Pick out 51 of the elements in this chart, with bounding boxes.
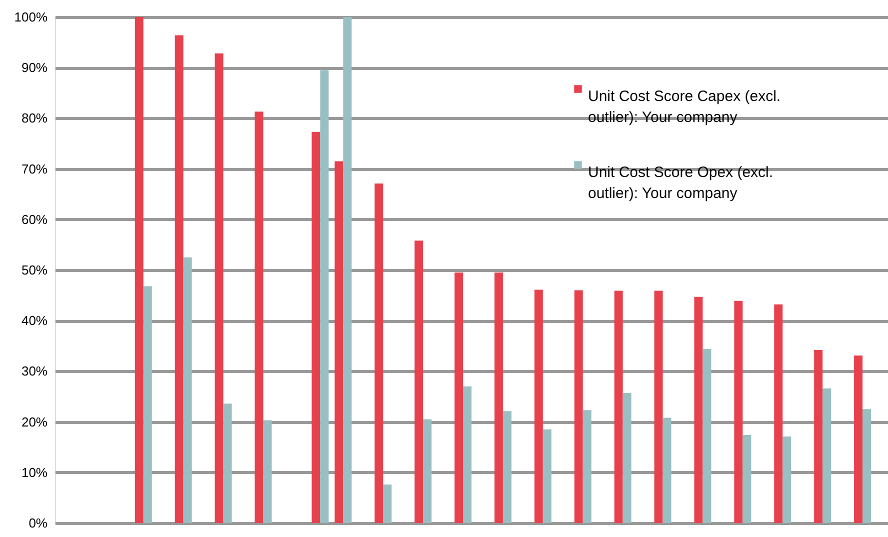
bar — [343, 17, 352, 523]
y-tick-label: 0% — [28, 516, 48, 530]
bar — [334, 161, 344, 523]
bar — [614, 290, 623, 523]
bar — [774, 304, 783, 523]
bar — [534, 290, 543, 523]
y-tick-label: 10% — [21, 464, 48, 480]
bar — [694, 296, 703, 523]
y-tick-label: 30% — [21, 364, 48, 379]
y-tick-label: 70% — [21, 161, 48, 176]
y-tick-label: 20% — [21, 414, 48, 430]
y-tick-label: 100% — [14, 10, 48, 24]
bar — [134, 17, 144, 523]
bar — [574, 290, 583, 523]
bar — [414, 240, 424, 523]
bar — [312, 132, 320, 523]
bar — [662, 418, 672, 523]
bar — [742, 434, 752, 523]
bar — [582, 410, 592, 523]
bar — [463, 386, 472, 523]
bar — [654, 290, 663, 523]
y-tick-label: 80% — [21, 110, 48, 126]
bar — [782, 436, 792, 523]
bar — [854, 356, 863, 523]
y-tick-label: 60% — [21, 212, 48, 227]
bar — [263, 420, 272, 523]
y-tick-label: 90% — [21, 60, 48, 76]
bar — [862, 409, 872, 523]
bar — [502, 411, 512, 523]
bar — [423, 419, 432, 523]
legend-label: Unit Cost Score Capex (excl. outlier): Your company — [588, 88, 781, 126]
legend-label: Unit Cost Score Opex (excl. outlier): Your company — [588, 164, 774, 202]
bar — [814, 350, 823, 523]
bar — [254, 112, 264, 523]
bar — [702, 348, 712, 523]
bar — [622, 392, 632, 523]
bar — [822, 388, 832, 523]
bar — [214, 53, 224, 523]
bar — [183, 257, 192, 523]
bar — [223, 404, 232, 523]
bar — [542, 429, 552, 523]
bar — [174, 35, 184, 523]
bar — [494, 272, 503, 523]
bar — [143, 286, 152, 523]
bar — [320, 70, 329, 523]
bar — [454, 272, 464, 523]
y-tick-label: 50% — [21, 262, 48, 278]
bar — [374, 183, 384, 523]
bar — [383, 484, 392, 523]
bar — [734, 300, 743, 523]
y-tick-label: 40% — [21, 313, 48, 328]
